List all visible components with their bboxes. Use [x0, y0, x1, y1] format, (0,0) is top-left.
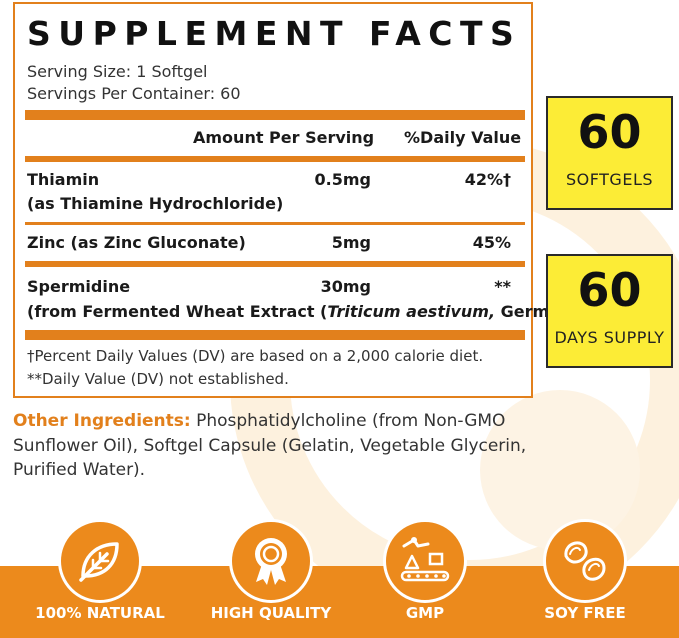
feature-label-natural: 100% NATURAL: [35, 604, 165, 622]
leaf-icon: [58, 519, 142, 603]
divider-thick: [25, 330, 525, 340]
footnote-daily-values: †Percent Daily Values (DV) are based on …: [27, 347, 484, 365]
supplement-facts-panel: SUPPLEMENT FACTS Serving Size: 1 Softgel…: [13, 2, 564, 398]
feature-label-gmp: GMP: [405, 604, 445, 622]
nutrient-amount-spermidine: 30mg: [320, 277, 371, 296]
nutrient-dv-thiamin: 42%†: [464, 170, 511, 189]
source-text: (from Fermented Wheat Extract (: [27, 302, 328, 321]
badge-label: SOFTGELS: [565, 170, 654, 189]
serving-size: Serving Size: 1 Softgel: [27, 62, 208, 81]
facts-title: SUPPLEMENT FACTS: [27, 14, 522, 53]
badge-label: DAYS SUPPLY: [554, 328, 665, 347]
nutrient-source-spermidine: (from Fermented Wheat Extract (Triticum …: [27, 302, 564, 321]
other-ingredients-text: Phosphatidylcholine (from Non-GMO Sunflo…: [13, 411, 527, 480]
divider-thick: [25, 110, 525, 120]
nutrient-name-thiamin: Thiamin: [27, 170, 100, 189]
nutrient-dv-zinc: 45%: [472, 233, 511, 252]
footnote-not-established: **Daily Value (DV) not established.: [27, 370, 289, 388]
factory-conveyor-icon: [383, 519, 467, 603]
nutrient-name-spermidine: Spermidine: [27, 277, 131, 296]
divider-row: [25, 222, 525, 225]
softgels-count-badge: 60 SOFTGELS: [546, 96, 673, 210]
soybean-icon: [543, 519, 627, 603]
nutrient-source-thiamin: (as Thiamine Hydrochloride): [27, 194, 284, 213]
column-header-amount: Amount Per Serving: [193, 128, 375, 147]
servings-per-container: Servings Per Container: 60: [27, 84, 241, 103]
nutrient-amount-zinc: 5mg: [331, 233, 371, 252]
nutrient-dv-spermidine: **: [494, 277, 511, 296]
source-latin-name: Triticum aestivum,: [327, 302, 496, 321]
divider-row: [25, 261, 525, 267]
divider-header: [25, 156, 525, 162]
nutrient-name-zinc: Zinc (as Zinc Gluconate): [27, 233, 246, 252]
days-supply-badge: 60 DAYS SUPPLY: [546, 254, 673, 368]
column-header-daily-value: %Daily Value: [404, 128, 522, 147]
feature-label-soy-free: SOY FREE: [544, 604, 626, 622]
badge-number: 60: [577, 263, 642, 317]
other-ingredients: Other Ingredients: Phosphatidylcholine (…: [13, 409, 573, 483]
nutrient-amount-thiamin: 0.5mg: [314, 170, 371, 189]
other-ingredients-heading: Other Ingredients:: [13, 411, 191, 431]
feature-label-quality: HIGH QUALITY: [210, 604, 332, 622]
award-ribbon-icon: [229, 519, 313, 603]
badge-number: 60: [577, 105, 642, 159]
